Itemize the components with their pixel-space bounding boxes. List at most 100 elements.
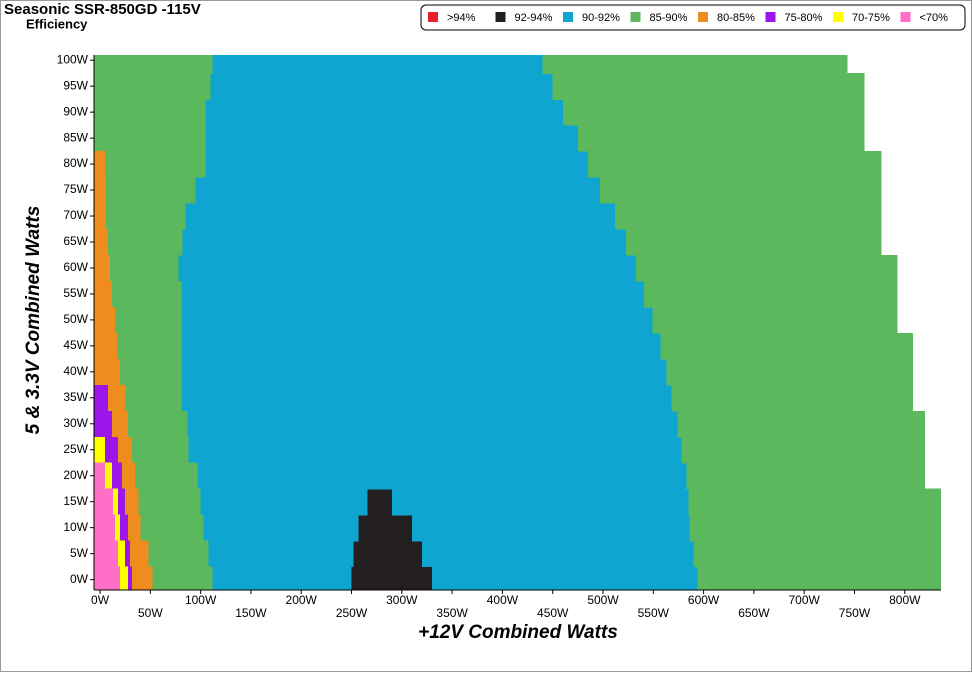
y-tick-label: 85W: [63, 130, 88, 144]
efficiency-cell: [94, 203, 107, 230]
x-tick-label: 450W: [537, 606, 569, 620]
efficiency-cell: [205, 99, 563, 126]
efficiency-cell: [181, 384, 672, 412]
efficiency-cell: [94, 280, 113, 308]
legend-swatch: [698, 12, 708, 22]
y-tick-label: 15W: [63, 494, 88, 508]
efficiency-cell: [120, 566, 129, 590]
efficiency-cell: [108, 384, 126, 412]
efficiency-cell: [132, 566, 153, 590]
efficiency-cell: [112, 462, 123, 490]
efficiency-cell: [94, 55, 213, 74]
legend-label: 70-75%: [852, 12, 890, 24]
y-tick-label: 80W: [63, 156, 88, 170]
efficiency-cell: [358, 514, 412, 542]
efficiency-cell: [94, 151, 106, 178]
efficiency-cell: [110, 254, 179, 282]
efficiency-cell: [636, 254, 898, 282]
efficiency-cell: [587, 151, 882, 178]
x-tick-label: 650W: [738, 606, 770, 620]
efficiency-cell: [117, 332, 182, 360]
efficiency-cell: [411, 514, 690, 542]
efficiency-cell: [660, 332, 913, 360]
x-tick-label: 150W: [235, 606, 267, 620]
efficiency-cell: [205, 151, 588, 178]
x-tick-label: 300W: [386, 593, 418, 607]
efficiency-cell: [188, 436, 682, 464]
efficiency-cell: [94, 99, 206, 126]
x-tick-label: 350W: [436, 606, 468, 620]
x-tick-label: 600W: [688, 593, 720, 607]
x-tick-label: 0W: [91, 593, 110, 607]
efficiency-cell: [689, 514, 941, 542]
efficiency-cell: [94, 436, 106, 464]
efficiency-cell: [542, 55, 848, 74]
efficiency-cell: [615, 203, 882, 230]
y-tick-label: 5W: [70, 546, 89, 560]
y-tick-label: 25W: [63, 442, 88, 456]
legend-label: >94%: [447, 12, 476, 24]
efficiency-cell: [681, 436, 925, 464]
x-tick-label: 800W: [889, 593, 921, 607]
efficiency-cell: [94, 177, 107, 204]
efficiency-cell: [132, 436, 189, 464]
efficiency-cell: [671, 384, 913, 412]
plot-area: [94, 55, 941, 590]
legend-label: 75-80%: [785, 12, 823, 24]
efficiency-cell: [118, 488, 126, 516]
efficiency-cell: [118, 436, 133, 464]
legend-swatch: [495, 12, 506, 22]
y-axis-title: 5 & 3.3V Combined Watts: [23, 206, 44, 435]
efficiency-cell: [200, 488, 368, 516]
efficiency-cell: [125, 384, 182, 412]
efficiency-cell: [105, 436, 119, 464]
efficiency-cell: [135, 462, 198, 490]
efficiency-cell: [94, 540, 119, 568]
efficiency-cell: [94, 488, 114, 516]
efficiency-cell: [138, 488, 201, 516]
efficiency-cell: [105, 151, 206, 178]
efficiency-cell: [351, 566, 432, 590]
efficiency-cell: [115, 306, 182, 334]
legend-swatch: [900, 12, 911, 22]
legend-label: <70%: [920, 12, 949, 24]
x-axis-title: +12V Combined Watts: [418, 622, 618, 643]
y-tick-label: 55W: [63, 286, 88, 300]
efficiency-cell: [197, 462, 687, 490]
efficiency-cell: [178, 254, 637, 282]
x-tick-label: 250W: [336, 606, 368, 620]
y-tick-label: 50W: [63, 312, 88, 326]
x-tick-label: 700W: [789, 593, 821, 607]
efficiency-cell: [552, 73, 865, 100]
efficiency-cell: [148, 540, 209, 568]
efficiency-cell: [562, 99, 865, 126]
efficiency-cell: [431, 566, 698, 590]
efficiency-cell: [187, 410, 678, 438]
y-tick-label: 70W: [63, 208, 88, 222]
chart-title: Seasonic SSR-850GD -115V: [4, 1, 201, 18]
efficiency-cell: [94, 514, 116, 542]
efficiency-cell: [686, 462, 925, 490]
x-tick-label: 750W: [839, 606, 871, 620]
efficiency-cell: [205, 125, 578, 152]
efficiency-cell: [185, 203, 616, 230]
efficiency-cell: [421, 540, 694, 568]
y-tick-label: 60W: [63, 260, 88, 274]
y-tick-label: 35W: [63, 390, 88, 404]
efficiency-cell: [120, 358, 182, 386]
efficiency-cell: [128, 514, 141, 542]
efficiency-cell: [94, 254, 111, 282]
y-tick-label: 65W: [63, 234, 88, 248]
legend-label: 80-85%: [717, 12, 755, 24]
efficiency-cell: [125, 540, 131, 568]
x-tick-label: 100W: [185, 593, 217, 607]
efficiency-cell: [688, 488, 941, 516]
efficiency-cell: [94, 125, 206, 152]
efficiency-cell: [391, 488, 689, 516]
legend-box: [420, 4, 966, 31]
efficiency-cell: [697, 566, 941, 590]
y-tick-label: 100W: [57, 52, 89, 66]
efficiency-cell: [112, 280, 182, 308]
efficiency-cell: [195, 177, 600, 204]
